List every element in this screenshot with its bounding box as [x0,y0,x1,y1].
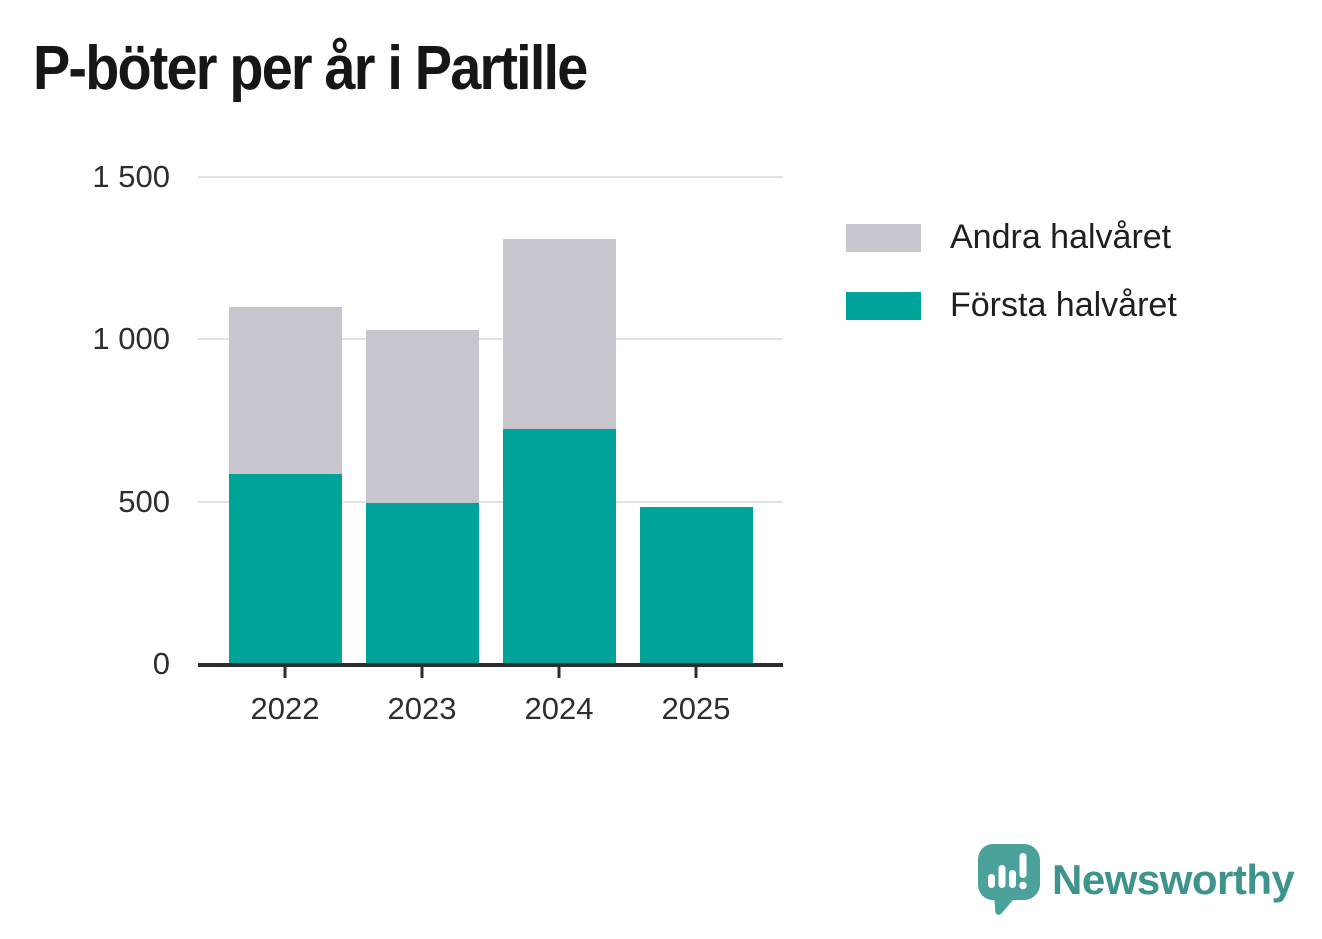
y-axis-label-0: 0 [152,646,170,681]
gridline-1500 [198,176,783,178]
legend-item-forsta-halvaret: Första halvåret [846,286,1177,325]
branding: Newsworthy [977,843,1295,916]
newsworthy-logo-icon [978,844,1040,915]
legend-swatch-forsta-halvaret [846,291,921,320]
y-axis-label-1500: 1 500 [92,159,170,194]
bar-segment-2022-andra-halv-ret [228,306,342,475]
y-axis-label-500: 500 [118,483,170,519]
bar-segment-2023-f-rsta-halv-ret [365,503,479,664]
x-axis-line [198,663,783,667]
x-axis-label-2023: 2023 [387,691,457,726]
legend-label-forsta-halvaret: Första halvåret [950,286,1177,324]
x-axis-tick-2024 [557,667,561,678]
bar-segment-2022-f-rsta-halv-ret [228,474,342,664]
x-axis-label-2024: 2024 [524,691,594,726]
bar-segment-2023-andra-halv-ret [365,329,479,504]
bar-segment-2024-andra-halv-ret [502,238,616,429]
x-axis-tick-2023 [420,667,424,678]
legend-label-andra-halvaret: Andra halvåret [950,218,1172,256]
x-axis-label-2025: 2025 [661,691,731,726]
y-axis-label-1000: 1 000 [92,321,170,357]
bar-segment-2025-f-rsta-halv-ret [639,506,753,664]
gridline-1000 [198,338,783,341]
legend-item-andra-halvaret: Andra halvåret [846,218,1177,257]
legend: Andra halvåret Första halvåret [846,218,1177,354]
gridline-500 [198,500,783,503]
x-axis-tick-2022 [283,667,287,678]
x-axis-tick-2025 [694,667,698,678]
bar-segment-2024-f-rsta-halv-ret [502,428,616,664]
x-axis-label-2022: 2022 [250,691,320,726]
branding-name: Newsworthy [1052,855,1295,903]
chart-title: P-böter per år i Partille [33,34,588,103]
legend-swatch-andra-halvaret [846,223,921,252]
